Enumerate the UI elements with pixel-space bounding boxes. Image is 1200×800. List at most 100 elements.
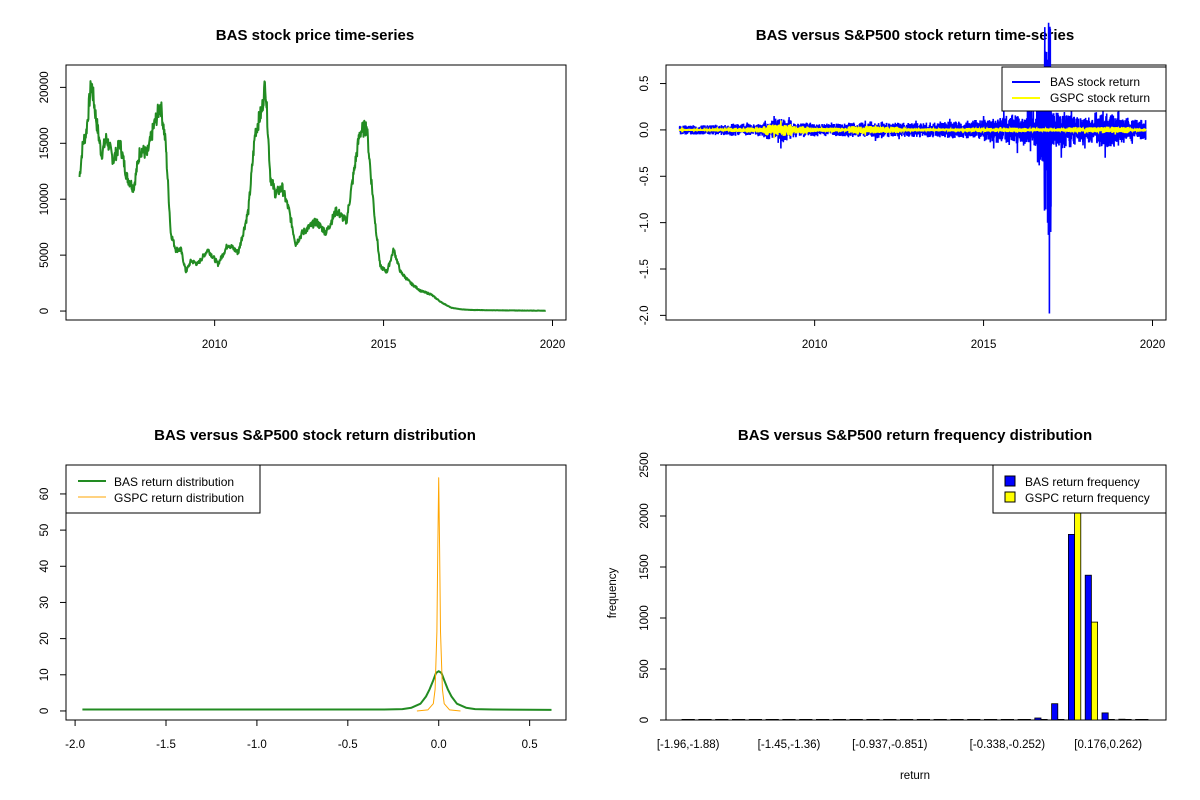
legend-label-bas: BAS return distribution <box>114 475 234 489</box>
x-axis-label: return <box>900 770 930 782</box>
plot-frame <box>665 64 1167 321</box>
y-tick-label: 0 <box>39 308 51 314</box>
legend-box <box>65 464 261 514</box>
bar-gspc <box>973 719 981 721</box>
y-tick-label: 0.5 <box>639 76 651 92</box>
x-tick-label: 2010 <box>802 339 828 351</box>
legend-label-bas: BAS return frequency <box>1025 475 1140 489</box>
x-tick-label: 2020 <box>540 339 566 351</box>
bar-gspc <box>889 719 897 721</box>
bar-gspc <box>721 719 729 721</box>
legend-label-gspc: GSPC return distribution <box>114 491 244 505</box>
x-tick-label: -1.5 <box>156 739 176 751</box>
bar-gspc <box>956 719 964 721</box>
plot-frame <box>665 464 1167 721</box>
bar-bas <box>900 719 908 721</box>
bar-bas <box>967 719 975 721</box>
bar-gspc <box>839 719 847 721</box>
legend-swatch-bas <box>1004 475 1016 487</box>
bar-gspc <box>923 719 931 721</box>
x-tick-label: [0.176,0.262) <box>1074 739 1142 751</box>
bar-bas <box>748 719 756 721</box>
bar-bas <box>1000 719 1008 721</box>
chart-title: BAS stock price time-series <box>216 27 414 44</box>
x-tick-label: 2015 <box>971 339 997 351</box>
y-axis-label: frequency <box>607 568 619 619</box>
bar-bas <box>1084 574 1092 721</box>
bar-gspc <box>1141 719 1149 721</box>
bar-gspc <box>822 719 830 721</box>
legend: BAS return distribution GSPC return dist… <box>65 464 261 514</box>
bar-gspc <box>1124 719 1132 721</box>
bar-bas <box>950 719 958 721</box>
legend-label-gspc: GSPC return frequency <box>1025 491 1150 505</box>
bar-bas <box>765 719 773 721</box>
bar-bas <box>883 719 891 721</box>
bar-bas <box>681 719 689 721</box>
bar-bas <box>732 719 740 721</box>
bar-bas <box>799 719 807 721</box>
bar-gspc <box>1057 719 1065 721</box>
series-line-gspc <box>416 477 461 712</box>
y-tick-label: 0 <box>39 708 51 714</box>
y-tick-label: 1500 <box>639 554 651 580</box>
series-line-bas <box>82 670 552 711</box>
x-tick-label: [-0.338,-0.252) <box>970 739 1046 751</box>
bar-bas <box>698 719 706 721</box>
series-line-bas <box>678 22 1147 314</box>
chart-title: BAS versus S&P500 stock return time-seri… <box>756 27 1074 44</box>
x-tick-label: -2.0 <box>65 739 85 751</box>
x-tick-label: -0.5 <box>338 739 358 751</box>
y-tick-label: -2.0 <box>639 305 651 325</box>
y-tick-label: 10 <box>39 668 51 681</box>
bar-bas <box>816 719 824 721</box>
bar-gspc <box>788 719 796 721</box>
y-tick-label: 500 <box>639 659 651 678</box>
chart-title: BAS versus S&P500 stock return distribut… <box>154 427 476 444</box>
plot-frame <box>65 64 567 321</box>
bar-gspc <box>805 719 813 721</box>
bar-gspc <box>1074 510 1082 721</box>
y-tick-label: 20 <box>39 632 51 645</box>
bar-bas <box>849 719 857 721</box>
bar-bas <box>1135 719 1143 721</box>
y-tick-label: 10000 <box>39 183 51 215</box>
bar-bas <box>1051 703 1059 721</box>
bar-gspc <box>939 719 947 721</box>
series-line-bas <box>78 80 547 312</box>
y-tick-label: 50 <box>39 524 51 537</box>
legend: BAS return frequency GSPC return frequen… <box>992 464 1167 514</box>
legend-swatch-gspc <box>1004 491 1016 503</box>
panel-return-frequency: BAS versus S&P500 return frequency distr… <box>607 427 1167 782</box>
bar-bas <box>1101 712 1109 721</box>
bar-gspc <box>1040 719 1048 721</box>
y-tick-label: 0 <box>639 717 651 723</box>
y-tick-label: 5000 <box>39 242 51 268</box>
bar-bas <box>1034 717 1042 721</box>
y-tick-label: 1000 <box>639 605 651 631</box>
y-tick-label: 2500 <box>639 452 651 478</box>
y-tick-label: 2000 <box>639 503 651 529</box>
series-line-gspc <box>678 120 1147 139</box>
x-tick-label: 0.5 <box>522 739 538 751</box>
chart-title: BAS versus S&P500 return frequency distr… <box>738 427 1092 444</box>
plot-frame <box>65 464 567 721</box>
bar-gspc <box>872 719 880 721</box>
bar-bas <box>832 719 840 721</box>
bar-gspc <box>755 719 763 721</box>
legend-label-bas: BAS stock return <box>1050 75 1140 89</box>
panel-return-distribution: BAS versus S&P500 stock return distribut… <box>39 427 567 751</box>
x-tick-label: [-0.937,-0.851) <box>852 739 928 751</box>
x-tick-label: [-1.96,-1.88) <box>657 739 720 751</box>
y-tick-label: 40 <box>39 560 51 573</box>
x-tick-label: 2020 <box>1140 339 1166 351</box>
panel-return-timeseries: BAS versus S&P500 stock return time-seri… <box>639 22 1167 351</box>
bar-gspc <box>738 719 746 721</box>
bar-bas <box>715 719 723 721</box>
y-tick-label: -1.5 <box>639 259 651 279</box>
x-tick-label: 0.0 <box>431 739 447 751</box>
bar-gspc <box>990 719 998 721</box>
legend-label-gspc: GSPC stock return <box>1050 91 1150 105</box>
